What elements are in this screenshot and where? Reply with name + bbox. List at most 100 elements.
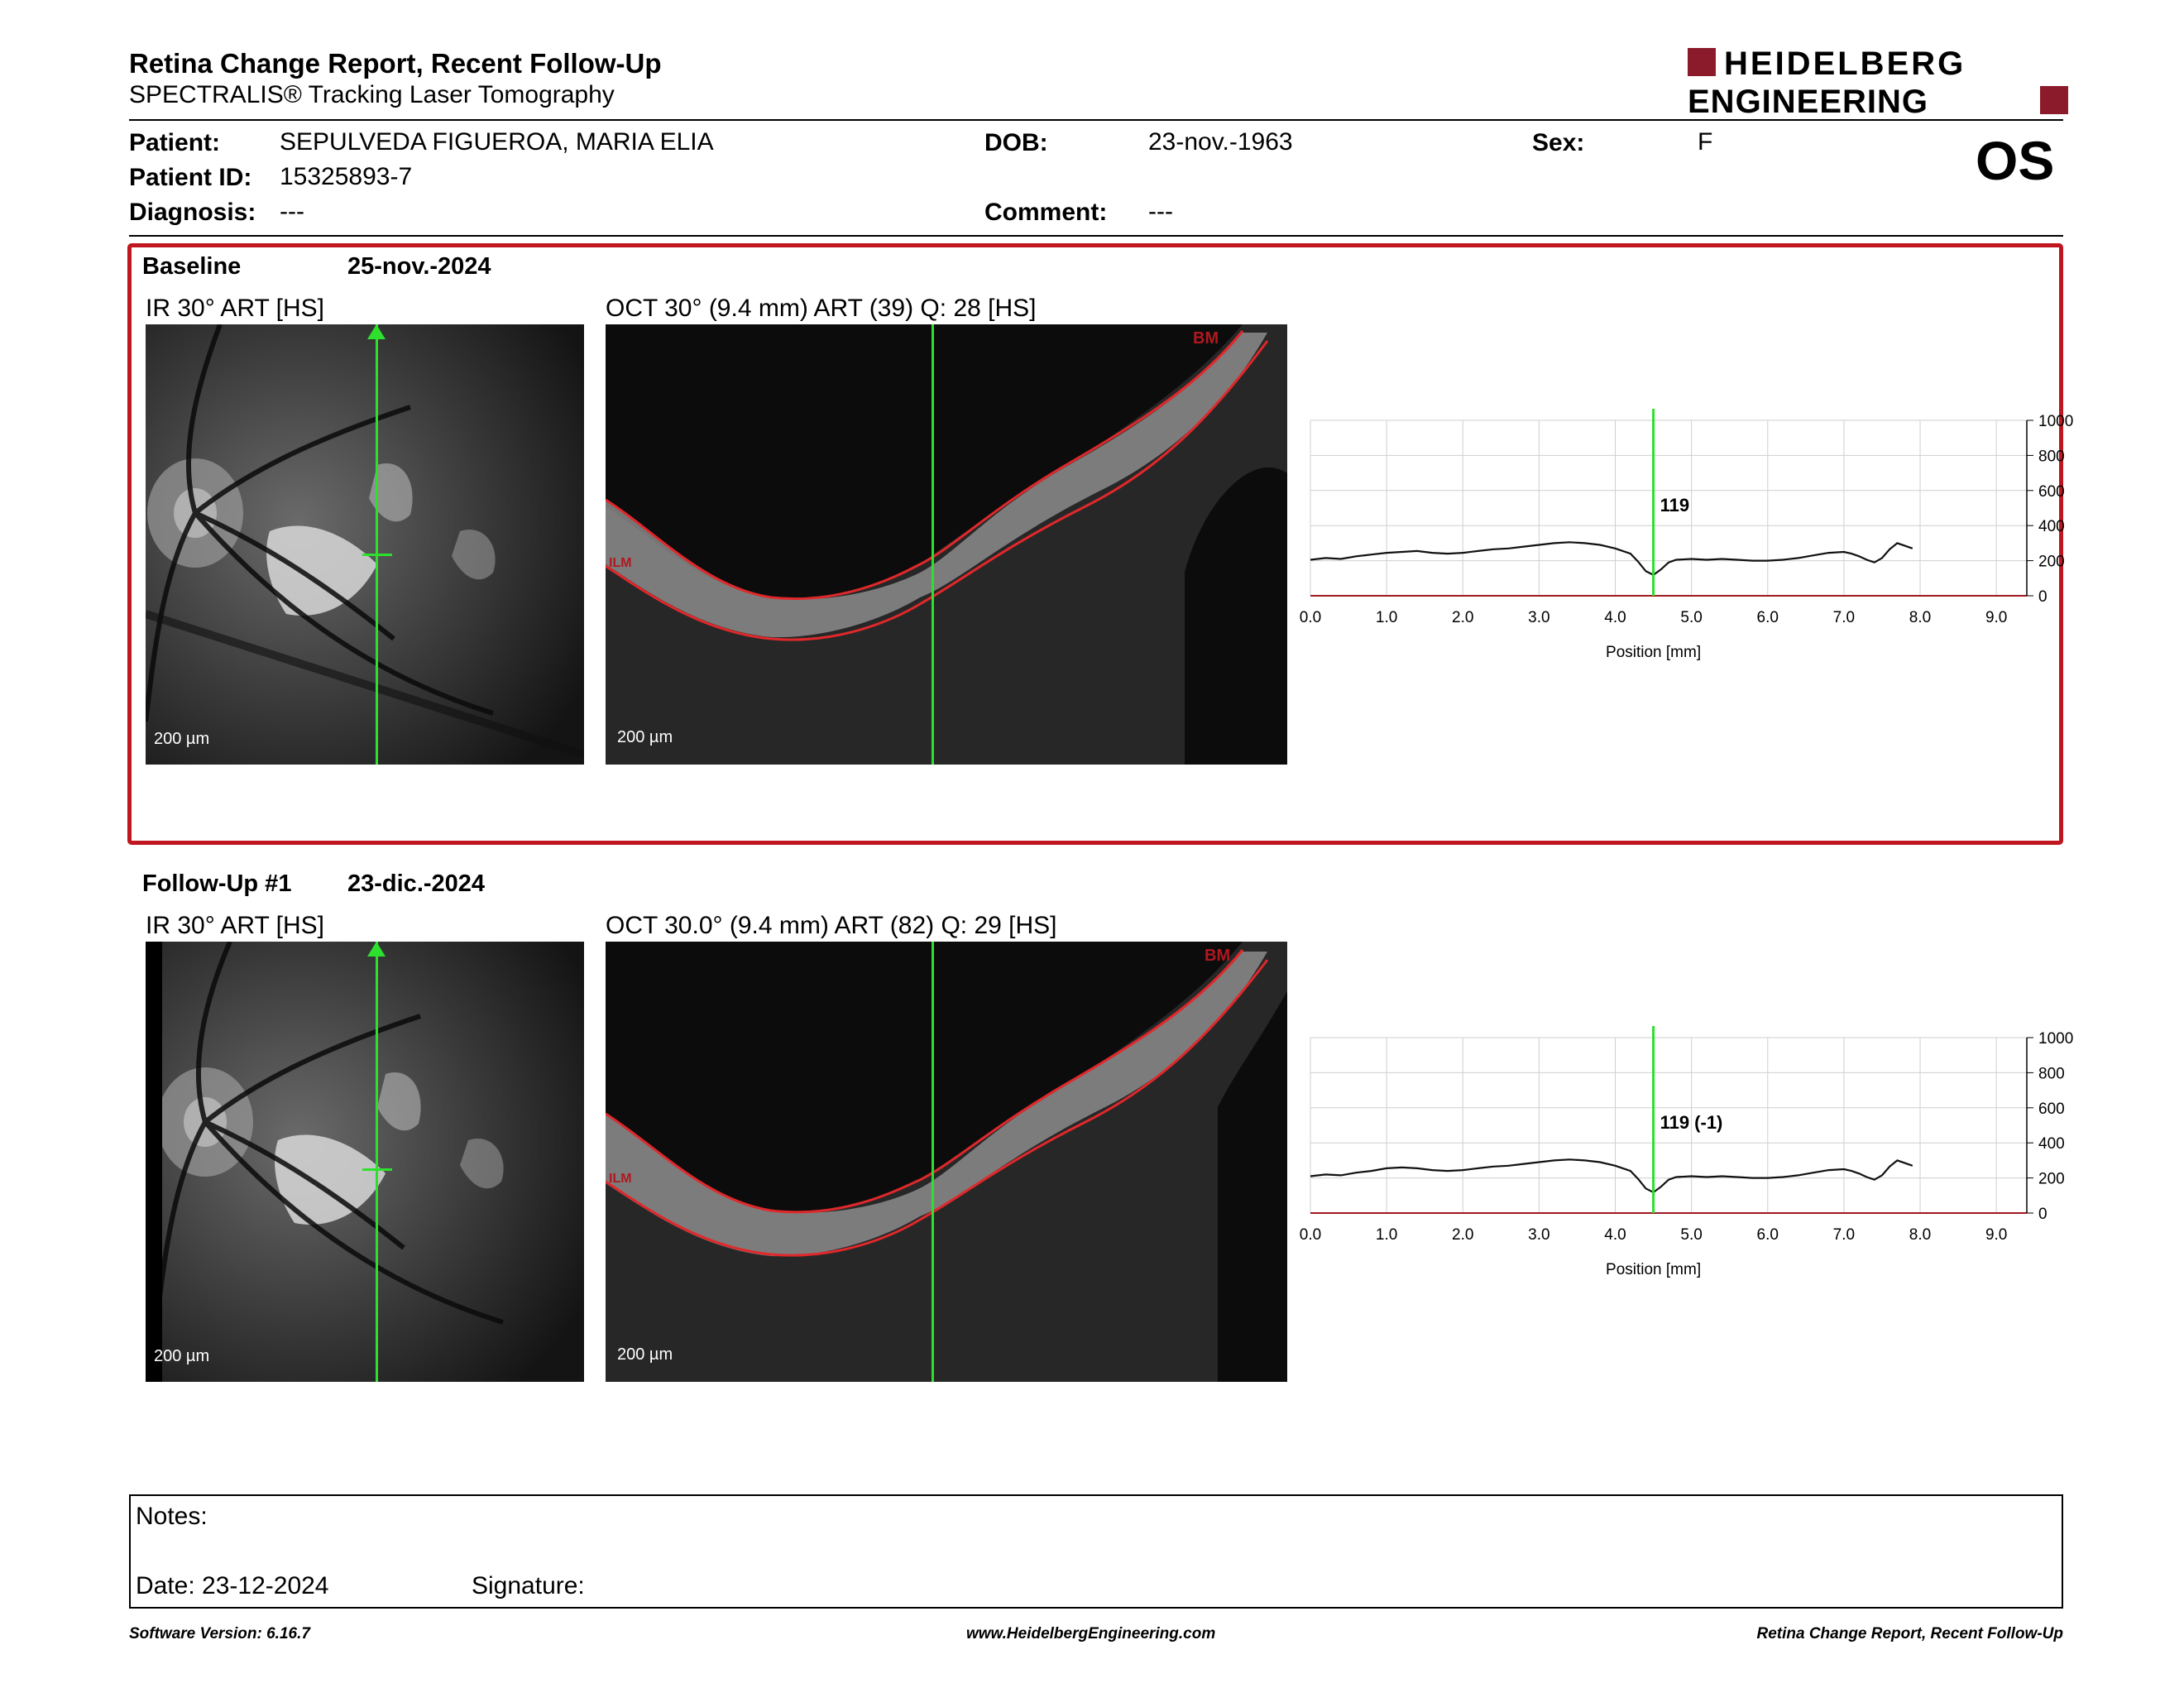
chart-y-tick-label: 1000: [2038, 413, 2073, 430]
baseline-fundus-graphic: [146, 324, 584, 765]
notes-box[interactable]: Notes: Date: 23-12-2024 Signature:: [129, 1494, 2063, 1609]
chart-plot-area: 0 200 400 600 800 1000 0.0 1.0 2.0 3.0 4.0 5.0 6.0 7.…: [1300, 409, 2073, 661]
chart-x-tick-label: 7.0: [1833, 609, 1855, 626]
chart-plot-area: 0 200 400 600 800 1000 0.0 1.0 2.0 3.0 4.0 5.0 6.0 7.…: [1300, 1026, 2073, 1278]
sex-label: Sex:: [1532, 129, 1585, 156]
header-divider: [129, 119, 2063, 121]
signature-label: Signature:: [472, 1572, 585, 1599]
baseline-ir-scale-bar: 200 µm: [154, 730, 210, 748]
followup-ir-scan-line[interactable]: [376, 942, 378, 1382]
chart-y-tick-label: 600: [2038, 483, 2065, 501]
baseline-scan-direction-arrow-icon: [367, 324, 386, 339]
chart-x-tick-label: 2.0: [1452, 1226, 1473, 1244]
patient-id-label: Patient ID:: [129, 164, 252, 191]
baseline-ilm-label: ILM: [609, 556, 632, 570]
followup-date: 23-dic.-2024: [347, 870, 486, 897]
chart-x-tick-label: 8.0: [1909, 1226, 1931, 1244]
followup-scan-direction-arrow-icon: [367, 942, 386, 957]
chart-x-tick-label: 3.0: [1528, 609, 1549, 626]
chart-x-tick-label: 9.0: [1985, 609, 2007, 626]
logo-line2: ENGINEERING: [1688, 84, 1928, 116]
patient-divider: [129, 235, 2063, 237]
diagnosis-value: ---: [280, 198, 304, 225]
chart-y-tick-label: 400: [2038, 1135, 2065, 1153]
chart-x-tick-label: 6.0: [1757, 1226, 1779, 1244]
chart-x-tick-label: 4.0: [1604, 609, 1626, 626]
chart-y-tick-label: 600: [2038, 1101, 2065, 1118]
followup-fundus-graphic: [146, 942, 584, 1382]
followup-thickness-chart: 0 200 400 600 800 1000 0.0 1.0 2.0 3.0 4.0 5.0 6.0 7.…: [1300, 1026, 2073, 1278]
chart-y-tick-label: 1000: [2038, 1030, 2073, 1048]
baseline-oct-image[interactable]: BM ILM 200 µm: [606, 324, 1287, 765]
chart-y-tick-label: 0: [2038, 1206, 2048, 1223]
baseline-oct-caption: OCT 30° (9.4 mm) ART (39) Q: 28 [HS]: [606, 295, 1037, 322]
chart-marker-label: 119: [1660, 495, 1690, 516]
website-link[interactable]: www.HeidelbergEngineering.com: [966, 1625, 1216, 1642]
baseline-ilm-segmentation: [606, 330, 1244, 600]
logo-line1: HEIDELBERG: [1724, 46, 1966, 82]
dob-label: DOB:: [984, 129, 1048, 156]
eye-indicator: OS: [1976, 130, 2055, 191]
followup-bscan-graphic: [606, 942, 1287, 1382]
followup-ir-image[interactable]: 200 µm: [146, 942, 584, 1382]
baseline-label: Baseline: [142, 253, 242, 280]
chart-x-tick-label: 1.0: [1376, 1226, 1397, 1244]
followup-oct-scale-bar: 200 µm: [617, 1345, 673, 1364]
followup-ilm-label: ILM: [609, 1172, 632, 1186]
diagnosis-label: Diagnosis:: [129, 199, 256, 226]
footer-report-name: Retina Change Report, Recent Follow-Up: [1756, 1625, 2063, 1642]
followup-label: Follow-Up #1: [142, 870, 292, 897]
patient-label: Patient:: [129, 129, 221, 156]
chart-x-tick-label: 6.0: [1757, 609, 1779, 626]
baseline-ir-caption: IR 30° ART [HS]: [146, 295, 324, 322]
chart-x-tick-label: 7.0: [1833, 1226, 1855, 1244]
date-label: Date: 23-12-2024: [136, 1572, 329, 1599]
followup-oct-caption: OCT 30.0° (9.4 mm) ART (82) Q: 29 [HS]: [606, 912, 1057, 939]
followup-ir-position-tick: [362, 1168, 392, 1171]
chart-y-tick-label: 200: [2038, 554, 2065, 571]
followup-ilm-segmentation: [606, 949, 1244, 1214]
baseline-date: 25-nov.-2024: [347, 253, 491, 280]
followup-ir-caption: IR 30° ART [HS]: [146, 912, 324, 939]
comment-value: ---: [1148, 198, 1173, 225]
followup-oct-image[interactable]: BM ILM 200 µm: [606, 942, 1287, 1382]
baseline-ir-image[interactable]: 200 µm: [146, 324, 584, 765]
chart-x-tick-label: 5.0: [1680, 609, 1702, 626]
chart-marker-label: 119 (-1): [1660, 1112, 1723, 1133]
chart-y-tick-label: 800: [2038, 1065, 2065, 1082]
software-version: Software Version: 6.16.7: [129, 1625, 310, 1642]
chart-x-tick-label: 1.0: [1376, 609, 1397, 626]
patient-id-value: 15325893-7: [280, 163, 413, 190]
heidelberg-logo: HEIDELBERG ENGINEERING: [1688, 46, 2068, 116]
notes-label: Notes:: [136, 1503, 208, 1530]
chart-y-tick-label: 800: [2038, 448, 2065, 465]
baseline-oct-position-line[interactable]: [932, 324, 934, 765]
baseline-oct-scale-bar: 200 µm: [617, 728, 673, 746]
chart-x-axis-label: Position [mm]: [1606, 644, 1701, 661]
followup-ir-scale-bar: 200 µm: [154, 1347, 210, 1365]
chart-x-tick-label: 5.0: [1680, 1226, 1702, 1244]
baseline-thickness-chart: 0 200 400 600 800 1000 0.0 1.0 2.0 3.0 4.0 5.0 6.0 7.…: [1300, 409, 2073, 661]
sex-value: F: [1698, 128, 1713, 156]
chart-y-tick-label: 0: [2038, 588, 2048, 606]
chart-x-tick-label: 9.0: [1985, 1226, 2007, 1244]
comment-label: Comment:: [984, 199, 1108, 226]
baseline-bm-label: BM: [1193, 329, 1219, 348]
report-title: Retina Change Report, Recent Follow-Up: [129, 48, 662, 79]
followup-bm-label: BM: [1205, 947, 1231, 965]
baseline-ir-position-tick: [362, 554, 392, 556]
chart-x-tick-label: 0.0: [1300, 609, 1321, 626]
baseline-frame: [127, 243, 2063, 845]
chart-x-axis-label: Position [mm]: [1606, 1261, 1701, 1278]
baseline-ir-scan-line[interactable]: [376, 324, 378, 765]
chart-x-tick-label: 2.0: [1452, 609, 1473, 626]
patient-name: SEPULVEDA FIGUEROA, MARIA ELIA: [280, 128, 714, 156]
chart-x-tick-label: 0.0: [1300, 1226, 1321, 1244]
chart-x-tick-label: 8.0: [1909, 609, 1931, 626]
dob-value: 23-nov.-1963: [1148, 128, 1293, 156]
report-subtitle: SPECTRALIS® Tracking Laser Tomography: [129, 81, 615, 108]
followup-oct-position-line[interactable]: [932, 942, 934, 1382]
chart-series-line-0: [1310, 1158, 1913, 1194]
chart-y-tick-label: 200: [2038, 1171, 2065, 1188]
chart-x-tick-label: 3.0: [1528, 1226, 1549, 1244]
